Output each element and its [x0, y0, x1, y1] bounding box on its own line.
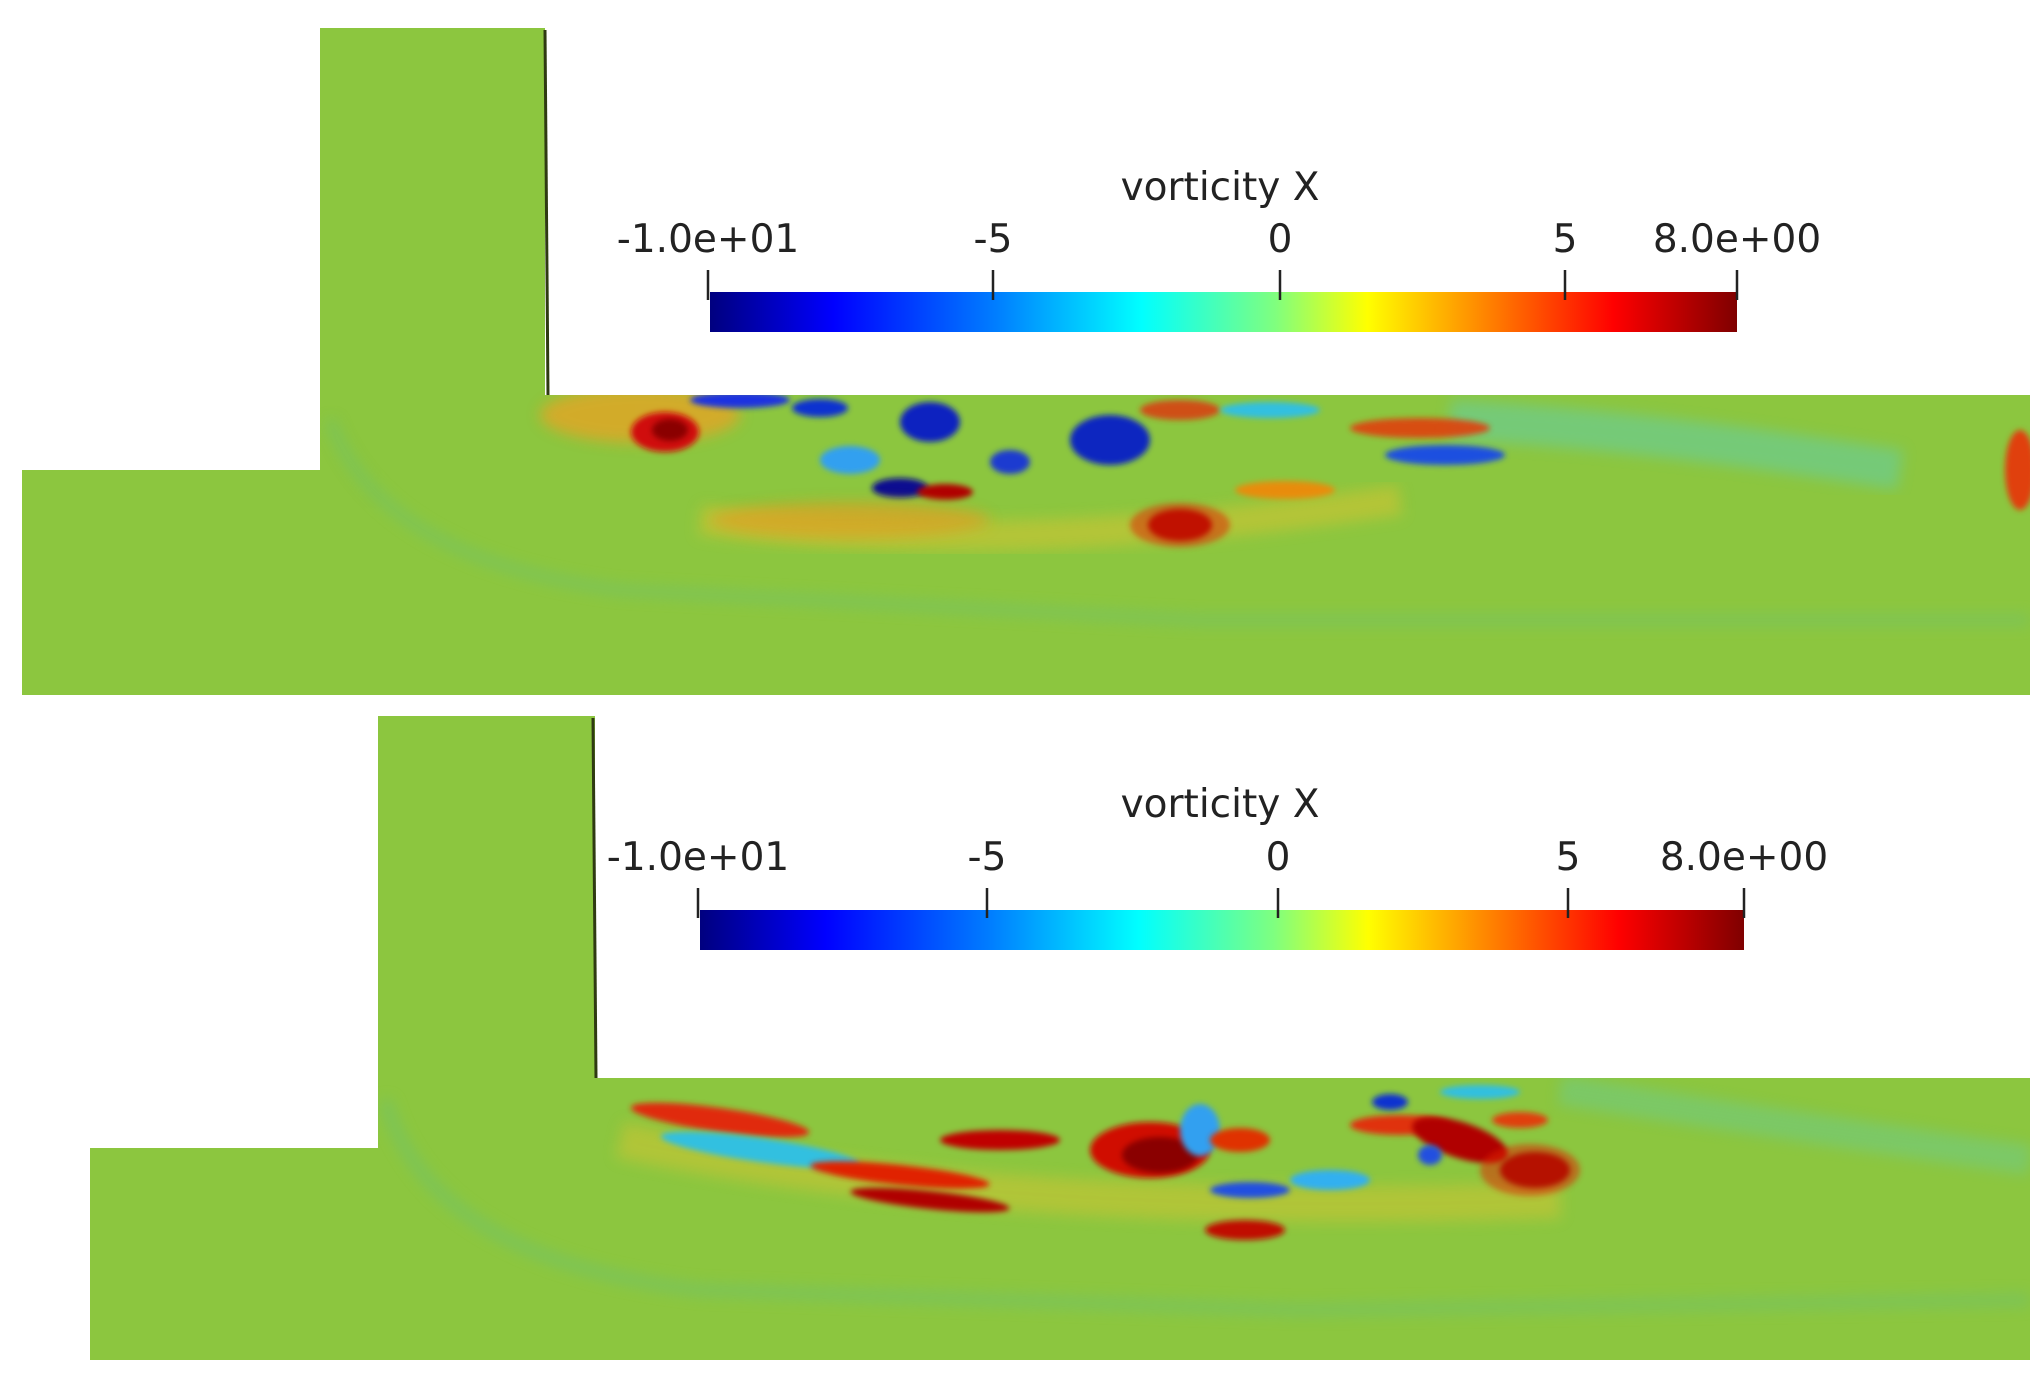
colorbar-title: vorticity X: [1121, 165, 1320, 210]
colorbar-tick-label: -1.0e+01: [617, 217, 799, 262]
colorbar-tick-label: 5: [1553, 217, 1578, 262]
colorbar-title: vorticity X: [1121, 782, 1320, 827]
pipe-domain: [90, 716, 2030, 1360]
pipe-domain: [22, 28, 2030, 695]
colorbar-gradient: [710, 292, 1737, 332]
colorbar-bottom: vorticity X -1.0e+01 -5 0 5 8.0e+00: [607, 782, 1828, 950]
vorticity-plot-bottom: vorticity X -1.0e+01 -5 0 5 8.0e+00: [0, 700, 2044, 1382]
colorbar-gradient: [700, 910, 1744, 950]
colorbar-tick-label: -1.0e+01: [607, 835, 789, 880]
colorbar-tick-label: 0: [1266, 835, 1291, 880]
colorbar-tick-label: -5: [974, 217, 1013, 262]
colorbar-tick-label: 5: [1556, 835, 1581, 880]
vorticity-field: [379, 1075, 2030, 1317]
flow-domain-top: vorticity X -1.0e+01 -5 0 5 8.0e+00: [22, 28, 2030, 695]
colorbar-tick-label: 8.0e+00: [1660, 835, 1828, 880]
colorbar-tick-label: 8.0e+00: [1653, 217, 1821, 262]
vorticity-field: [325, 387, 2030, 625]
colorbar-top: vorticity X -1.0e+01 -5 0 5 8.0e+00: [617, 165, 1821, 332]
colorbar-ticks: [696, 888, 1746, 918]
colorbar-ticks: [706, 270, 1739, 300]
vorticity-plot-top: vorticity X -1.0e+01 -5 0 5 8.0e+00: [22, 28, 2030, 695]
colorbar-tick-label: 0: [1268, 217, 1293, 262]
colorbar-tick-label: -5: [968, 835, 1007, 880]
flow-domain-bottom: vorticity X -1.0e+01 -5 0 5 8.0e+00: [90, 716, 2030, 1360]
